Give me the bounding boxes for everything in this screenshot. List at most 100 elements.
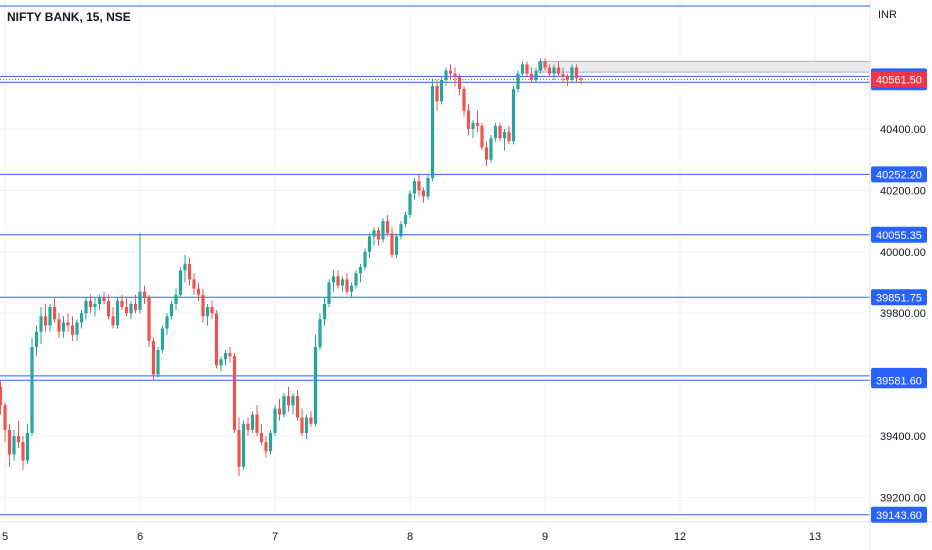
candle-body xyxy=(7,429,12,455)
candle-body xyxy=(84,300,88,314)
candle xyxy=(444,67,448,86)
y-tick-label: 40200.00 xyxy=(880,185,926,197)
candle-body xyxy=(313,346,318,424)
price-tag: 40561.50 xyxy=(871,71,927,88)
price-tag-bg xyxy=(871,372,927,389)
candle xyxy=(574,64,579,83)
candle xyxy=(462,85,466,117)
candle xyxy=(408,190,412,219)
candle-body xyxy=(246,423,250,430)
candle xyxy=(304,414,309,440)
candle xyxy=(151,337,156,381)
candle-body xyxy=(570,67,574,80)
candle xyxy=(223,350,228,366)
candle xyxy=(160,325,165,354)
candle-body xyxy=(115,300,120,326)
candle xyxy=(426,175,430,200)
candle-body xyxy=(574,67,579,79)
candle-body xyxy=(124,307,129,314)
candle xyxy=(457,73,462,96)
candle xyxy=(331,270,336,292)
candle-body xyxy=(349,285,354,292)
candle-body xyxy=(579,78,583,80)
candle xyxy=(358,264,363,283)
candle xyxy=(403,211,408,228)
candle-body xyxy=(498,125,502,139)
candle-body xyxy=(34,331,39,347)
candle xyxy=(129,300,133,320)
currency-label: INR xyxy=(878,9,897,21)
candle xyxy=(354,270,358,289)
candle xyxy=(529,67,534,83)
candle-body xyxy=(156,350,160,375)
candle xyxy=(57,313,61,338)
candle-body xyxy=(97,297,102,304)
price-tag: 40055.35 xyxy=(871,226,927,243)
candle xyxy=(340,276,345,292)
candle xyxy=(511,85,516,145)
candle xyxy=(79,310,84,329)
candle-body xyxy=(547,67,552,74)
price-tag: 39581.60 xyxy=(871,372,927,389)
price-tag-bg xyxy=(871,506,927,523)
candle xyxy=(349,282,354,298)
candle xyxy=(552,64,556,80)
candle xyxy=(376,227,381,246)
candle-body xyxy=(3,405,7,430)
candle xyxy=(111,307,115,329)
candle-body xyxy=(331,276,336,283)
candle-body xyxy=(147,297,151,341)
y-tick-label: 39200.00 xyxy=(880,492,926,504)
candle-body xyxy=(277,408,282,415)
candle xyxy=(534,67,538,83)
candle xyxy=(579,75,583,85)
x-tick-label: 8 xyxy=(407,531,413,543)
candle xyxy=(7,423,12,467)
x-axis-ticks: 5 6 7 8 9 12 13 xyxy=(2,531,821,543)
candle-body xyxy=(525,64,529,74)
candle-body xyxy=(48,307,52,326)
candle-body xyxy=(291,396,295,406)
candle xyxy=(196,282,201,301)
candle-body xyxy=(201,294,205,317)
candle xyxy=(3,402,7,443)
candle xyxy=(448,64,453,80)
candle xyxy=(255,405,259,437)
candle xyxy=(21,436,25,470)
candle-body xyxy=(21,442,25,461)
candle-body xyxy=(399,224,403,237)
candle xyxy=(210,300,214,320)
candle-body xyxy=(471,122,475,129)
candle-body xyxy=(214,313,219,366)
candle xyxy=(466,104,471,136)
x-tick-label: 6 xyxy=(137,531,143,543)
candle xyxy=(120,294,124,311)
candle xyxy=(237,417,241,476)
price-tag-bg xyxy=(871,289,927,306)
candle-body xyxy=(403,214,408,225)
candle xyxy=(106,294,111,320)
candle xyxy=(268,429,273,455)
candle xyxy=(39,307,43,344)
candle-body xyxy=(390,233,394,255)
candle xyxy=(318,313,322,351)
candle xyxy=(421,187,426,203)
candle xyxy=(219,356,223,372)
candle xyxy=(453,67,457,86)
candle-body xyxy=(237,429,241,467)
candle-body xyxy=(511,89,516,142)
candle xyxy=(201,288,205,323)
candle-body xyxy=(367,236,372,252)
candle xyxy=(345,273,349,295)
candle-body xyxy=(529,73,534,80)
candle xyxy=(93,297,97,317)
candle xyxy=(30,337,34,437)
candle xyxy=(538,58,543,74)
candle xyxy=(570,64,574,83)
candle-body xyxy=(552,67,556,74)
candle-body xyxy=(556,67,561,74)
candle-body xyxy=(327,282,331,304)
candle-body xyxy=(534,70,538,80)
candle xyxy=(399,221,403,240)
